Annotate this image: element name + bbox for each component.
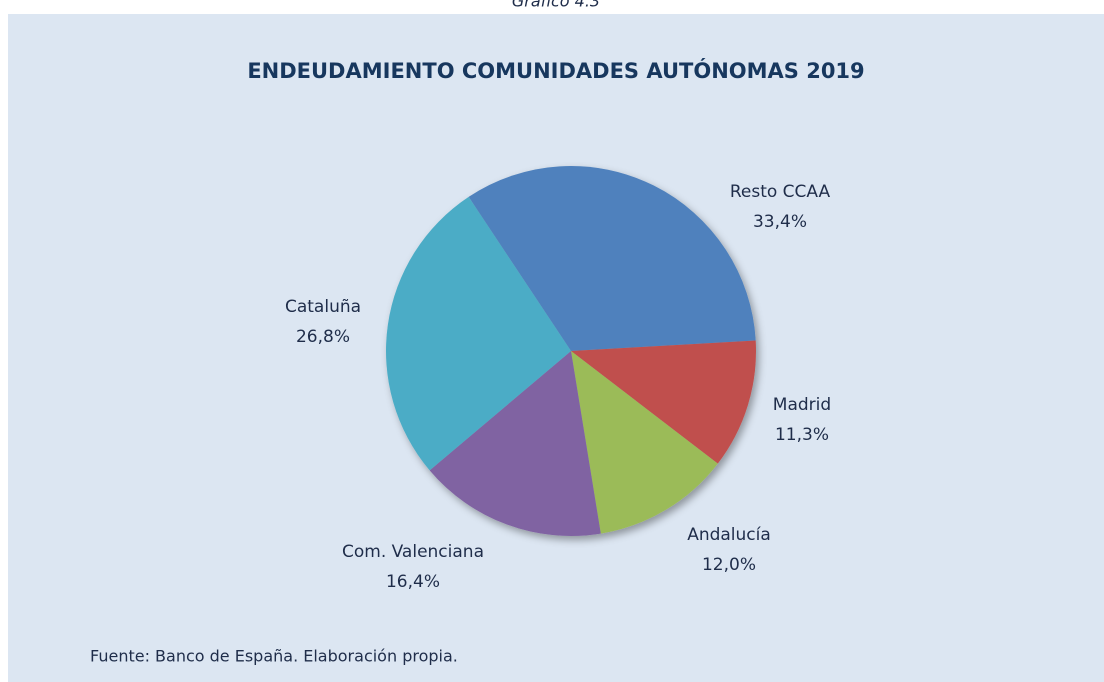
pie-slice — [429, 351, 601, 536]
caption: Gráfico 4.3 — [512, 0, 600, 11]
pie-slice — [571, 351, 718, 534]
slice-value-label: 33,4% — [753, 212, 807, 232]
pie-slice — [385, 196, 571, 471]
slice-value-label: 26,8% — [296, 327, 350, 347]
pie-slice — [571, 340, 756, 464]
slice-label: Andalucía — [687, 525, 771, 545]
pie-slice — [468, 165, 756, 351]
slice-value-label: 16,4% — [386, 572, 440, 592]
slice-label: Resto CCAA — [730, 182, 831, 202]
slice-value-label: 11,3% — [775, 425, 829, 445]
slice-value-label: 12,0% — [702, 555, 756, 575]
slice-label: Madrid — [773, 395, 831, 415]
source: Fuente: Banco de España. Elaboración pro… — [90, 647, 458, 666]
pie — [385, 165, 756, 536]
slice-label: Com. Valenciana — [342, 542, 484, 562]
slice-label: Cataluña — [285, 297, 361, 317]
chart-title: ENDEUDAMIENTO COMUNIDADES AUTÓNOMAS 2019 — [247, 58, 864, 83]
